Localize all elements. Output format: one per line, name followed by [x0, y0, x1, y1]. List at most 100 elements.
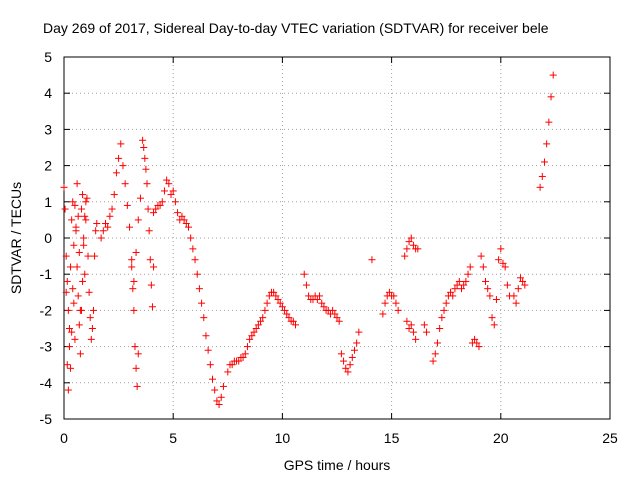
data-point	[191, 256, 199, 264]
data-point	[235, 357, 243, 365]
data-point	[318, 299, 326, 307]
data-point	[73, 180, 81, 188]
data-point	[213, 397, 221, 405]
data-point	[133, 382, 141, 390]
data-point	[512, 299, 520, 307]
data-point	[320, 303, 328, 311]
y-tick-label: -4	[40, 375, 53, 391]
y-tick-label: 1	[44, 194, 52, 210]
data-point	[543, 140, 551, 148]
data-point	[414, 245, 422, 253]
data-point	[431, 350, 439, 358]
data-point	[497, 245, 505, 253]
data-point	[67, 263, 75, 271]
data-point	[195, 285, 203, 293]
data-point	[62, 288, 70, 296]
data-point	[447, 288, 455, 296]
y-tick-label: -2	[40, 302, 53, 318]
data-point	[140, 144, 148, 151]
data-point	[329, 306, 337, 314]
data-point	[211, 386, 219, 394]
data-point	[132, 248, 140, 256]
data-point	[217, 393, 225, 401]
data-point	[514, 285, 522, 293]
data-point	[331, 310, 339, 318]
data-point	[169, 187, 177, 195]
data-point	[344, 368, 352, 376]
data-point	[75, 321, 83, 329]
data-point	[394, 306, 402, 314]
data-point	[305, 292, 313, 300]
data-point	[259, 314, 267, 322]
data-point	[80, 241, 88, 249]
data-point	[464, 270, 472, 278]
data-point	[141, 154, 149, 162]
data-point	[81, 212, 89, 220]
data-point	[79, 191, 87, 199]
data-point	[538, 172, 546, 180]
data-point	[289, 317, 297, 325]
data-point	[128, 256, 136, 264]
data-point	[67, 364, 75, 372]
data-point	[134, 350, 142, 358]
data-point	[134, 216, 142, 224]
data-point	[405, 325, 413, 332]
data-point	[147, 281, 155, 289]
data-point	[403, 245, 411, 253]
data-point	[110, 191, 118, 199]
data-point	[63, 277, 71, 285]
data-point	[187, 234, 195, 242]
data-point	[193, 270, 201, 278]
data-point	[433, 339, 441, 347]
data-point	[477, 252, 485, 260]
data-point	[501, 263, 509, 271]
data-point	[353, 339, 361, 347]
data-point	[81, 270, 89, 278]
data-point	[283, 310, 291, 318]
data-point	[130, 306, 138, 314]
data-point	[265, 292, 273, 300]
data-point	[152, 205, 160, 213]
data-point	[263, 299, 271, 307]
data-point	[274, 296, 282, 304]
data-point	[449, 292, 457, 300]
x-tick-labels: 0 5 10 15 20 25	[60, 430, 618, 446]
data-point	[342, 364, 350, 372]
data-point	[86, 314, 94, 322]
data-point	[313, 296, 321, 304]
data-point	[174, 209, 182, 217]
data-point	[368, 256, 376, 264]
data-point	[139, 136, 147, 144]
data-point	[150, 209, 158, 217]
data-point	[131, 343, 139, 351]
data-point	[423, 328, 431, 336]
data-point	[479, 263, 487, 271]
data-point	[130, 277, 138, 285]
data-point	[89, 306, 97, 314]
data-point	[60, 183, 68, 191]
data-point	[184, 223, 192, 231]
data-point	[200, 314, 208, 322]
data-points	[60, 71, 557, 409]
data-point	[455, 277, 463, 285]
data-point	[146, 256, 154, 264]
data-point	[97, 234, 105, 242]
data-point	[246, 335, 254, 343]
data-point	[123, 201, 131, 209]
data-point	[248, 332, 256, 340]
data-point	[379, 310, 387, 318]
data-point	[77, 205, 85, 213]
y-tick-label: 3	[44, 121, 52, 137]
data-point	[156, 201, 164, 209]
data-point	[198, 299, 206, 307]
data-point	[119, 162, 127, 170]
data-point	[75, 248, 83, 256]
data-point	[70, 299, 78, 307]
data-point	[74, 212, 82, 220]
data-point	[278, 303, 286, 311]
data-point	[150, 263, 158, 271]
data-point	[409, 328, 417, 336]
x-axis-label: GPS time / hours	[284, 457, 391, 473]
data-point	[519, 277, 527, 285]
